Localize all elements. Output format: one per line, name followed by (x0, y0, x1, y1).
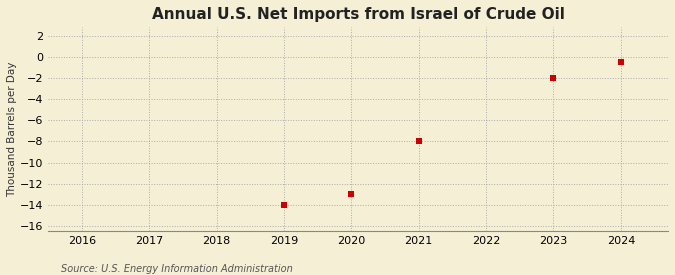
Title: Annual U.S. Net Imports from Israel of Crude Oil: Annual U.S. Net Imports from Israel of C… (152, 7, 564, 22)
Text: Source: U.S. Energy Information Administration: Source: U.S. Energy Information Administ… (61, 264, 292, 274)
Y-axis label: Thousand Barrels per Day: Thousand Barrels per Day (7, 62, 17, 197)
Point (616, 60, 626, 64)
Point (413, 139, 424, 144)
Point (279, 203, 290, 207)
Point (346, 192, 356, 196)
Point (548, 76, 559, 80)
